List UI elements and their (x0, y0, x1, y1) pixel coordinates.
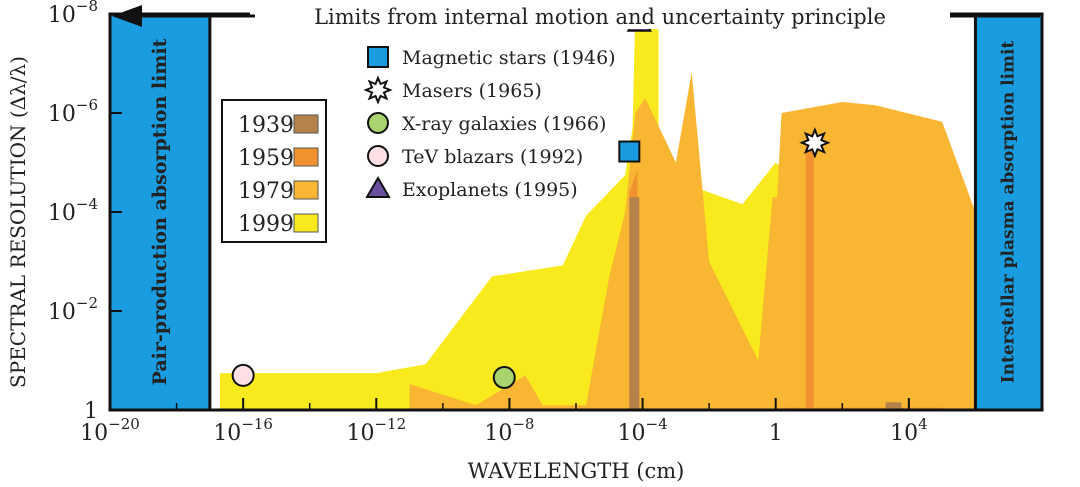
x-tick-label: 10−4 (618, 415, 668, 446)
marker-x-ray-galaxies-1966 (492, 365, 516, 389)
legend-marker-masers-1965 (363, 75, 393, 105)
legend-year-label: 1959 (238, 146, 294, 171)
legend-year-label: 1999 (238, 212, 294, 237)
x-tick-label: 104 (890, 415, 928, 446)
legend-marker-tev-blazars-1992 (367, 145, 389, 167)
legend-swatch-1979 (293, 180, 319, 200)
legend-marker-x-ray-galaxies-1966 (367, 112, 389, 134)
marker-masers-1965 (799, 127, 831, 159)
y-tick-label: 10−6 (48, 96, 98, 127)
pair-production-band (110, 14, 210, 410)
axis-labels: WAVELENGTH (cm) SPECTRAL RESOLUTION (Δλ/λ… (6, 56, 684, 483)
legend-marker-label: Exoplanets (1995) (402, 179, 578, 201)
y-tick-label: 10−4 (48, 195, 98, 226)
legend-marker-label: TeV blazars (1992) (402, 146, 583, 168)
legend-year-label: 1939 (238, 113, 294, 138)
y-tick-label: 1 (84, 399, 98, 424)
absorption-bands: Pair-production absorption limit Interste… (110, 14, 1042, 410)
legend-marker-exoplanets-1995 (365, 176, 391, 198)
title-arrow-head (112, 5, 142, 27)
series-1979-area (409, 72, 1025, 410)
legend: 1939 1959 1979 1999 Magnetic stars (1946) Mas… (221, 46, 616, 243)
legend-marker-label: X-ray galaxies (1966) (402, 113, 606, 135)
legend-swatch-1959 (293, 147, 319, 167)
marker-magnetic-stars-1946 (618, 140, 641, 163)
legend-swatch-1999 (293, 213, 319, 233)
y-tick-label: 10−8 (48, 0, 98, 28)
legend-swatch-1939 (293, 114, 319, 134)
series-layer (219, 14, 1042, 410)
interstellar-plasma-label: Interstellar plasma absorption limit (999, 41, 1019, 384)
x-tick-label: 1 (769, 421, 783, 446)
y-axis-label: SPECTRAL RESOLUTION (Δλ/λ) (6, 56, 30, 388)
pair-production-label: Pair-production absorption limit (149, 38, 171, 385)
x-tick-label: 10−12 (346, 415, 406, 446)
legend-year-label: 1979 (238, 179, 294, 204)
x-tick-label: 10−8 (484, 415, 534, 446)
title-backdrop (250, 3, 950, 29)
legend-marker-magnetic-stars-1946 (367, 46, 389, 68)
x-tick-label: 10−16 (213, 415, 273, 446)
chart-title: Limits from internal motion and uncertai… (314, 5, 886, 29)
y-tick-label: 10−2 (48, 294, 98, 325)
title-layer: Limits from internal motion and uncertai… (112, 3, 1040, 29)
interstellar-plasma-band (975, 14, 1042, 410)
legend-marker-label: Masers (1965) (402, 80, 542, 102)
x-axis-label: WAVELENGTH (cm) (468, 459, 685, 483)
marker-tev-blazars-1992 (231, 363, 255, 387)
legend-marker-label: Magnetic stars (1946) (402, 47, 616, 69)
